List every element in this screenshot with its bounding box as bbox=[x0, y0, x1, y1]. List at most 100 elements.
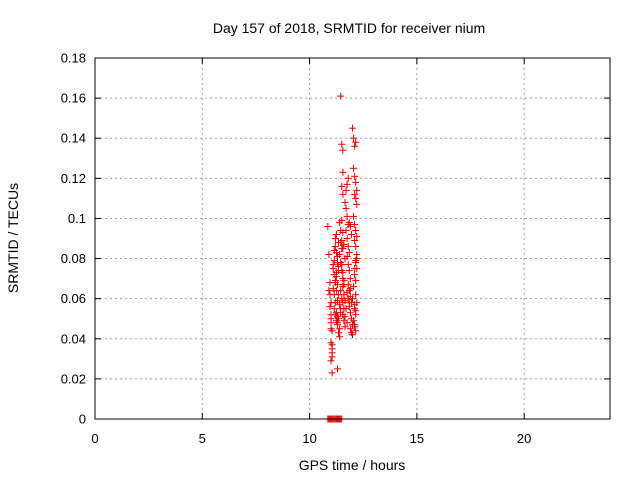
data-point bbox=[352, 327, 360, 335]
data-point bbox=[344, 281, 352, 289]
data-point bbox=[332, 273, 340, 281]
data-point bbox=[345, 218, 353, 226]
data-point bbox=[325, 287, 333, 295]
data-point bbox=[326, 303, 334, 311]
data-point bbox=[337, 239, 345, 247]
data-point bbox=[351, 237, 359, 245]
data-point bbox=[330, 305, 338, 313]
y-tick-label: 0.18 bbox=[61, 51, 86, 66]
data-point bbox=[337, 287, 345, 295]
data-point bbox=[351, 172, 359, 180]
data-point bbox=[344, 261, 352, 269]
data-point bbox=[352, 178, 360, 186]
data-point bbox=[336, 333, 344, 341]
data-point bbox=[338, 140, 346, 148]
data-point bbox=[338, 216, 346, 224]
data-point bbox=[338, 245, 346, 253]
data-point bbox=[350, 134, 358, 142]
grid-lines bbox=[95, 58, 610, 419]
data-point bbox=[336, 325, 344, 333]
data-point bbox=[342, 204, 350, 212]
chart-title: Day 157 of 2018, SRMTID for receiver niu… bbox=[213, 20, 485, 36]
data-point bbox=[325, 251, 333, 259]
y-tick-label: 0.06 bbox=[61, 291, 86, 306]
y-axis-ticks: 0 0.02 0.04 0.06 0.08 0.1 0.12 0.14 0.16 0.18 bbox=[61, 51, 610, 427]
y-tick-label: 0.14 bbox=[61, 131, 86, 146]
data-points bbox=[324, 92, 361, 423]
x-axis-ticks: 0 5 10 15 20 bbox=[91, 58, 531, 446]
data-point bbox=[328, 327, 336, 335]
data-point bbox=[353, 232, 361, 240]
y-axis-label: SRMTID / TECUs bbox=[5, 183, 21, 293]
data-point bbox=[343, 235, 351, 242]
data-point bbox=[328, 345, 336, 353]
data-point bbox=[344, 243, 352, 251]
data-point bbox=[350, 164, 358, 172]
data-point bbox=[342, 226, 350, 234]
data-point bbox=[349, 124, 356, 132]
x-tick-label: 20 bbox=[517, 431, 531, 446]
x-tick-label: 10 bbox=[302, 431, 316, 446]
data-point bbox=[352, 277, 360, 285]
data-point bbox=[352, 194, 360, 202]
y-tick-label: 0.1 bbox=[68, 211, 86, 226]
plot-frame bbox=[94, 57, 611, 420]
data-point bbox=[352, 307, 360, 315]
data-point bbox=[339, 269, 347, 277]
data-point bbox=[353, 255, 361, 263]
data-point bbox=[339, 283, 347, 291]
x-axis-label: GPS time / hours bbox=[299, 457, 406, 473]
data-point bbox=[343, 180, 351, 188]
data-point bbox=[338, 182, 346, 190]
data-point bbox=[351, 271, 359, 279]
data-point bbox=[344, 174, 352, 182]
data-point bbox=[345, 249, 353, 257]
data-point bbox=[327, 339, 335, 347]
data-point bbox=[328, 369, 336, 377]
data-point bbox=[351, 190, 359, 198]
y-tick-label: 0 bbox=[79, 412, 86, 427]
data-point bbox=[328, 353, 336, 361]
data-point bbox=[347, 230, 355, 238]
data-point bbox=[343, 289, 351, 297]
data-point bbox=[352, 259, 360, 267]
data-point bbox=[339, 190, 347, 198]
data-point bbox=[351, 301, 359, 309]
data-point bbox=[349, 295, 356, 303]
data-point bbox=[339, 146, 347, 154]
data-point bbox=[337, 92, 345, 100]
data-point bbox=[353, 200, 361, 208]
data-point bbox=[331, 299, 339, 307]
data-point bbox=[324, 222, 332, 230]
data-point bbox=[342, 305, 350, 313]
y-tick-label: 0.08 bbox=[61, 251, 86, 266]
data-point bbox=[341, 323, 349, 331]
x-tick-label: 5 bbox=[199, 431, 206, 446]
y-tick-label: 0.04 bbox=[61, 331, 86, 346]
data-point bbox=[352, 243, 360, 251]
data-point bbox=[327, 315, 335, 323]
data-point bbox=[329, 265, 337, 273]
data-point bbox=[341, 313, 349, 321]
data-point bbox=[350, 317, 358, 325]
data-point bbox=[333, 319, 341, 327]
data-point bbox=[346, 309, 354, 317]
data-point bbox=[339, 168, 347, 176]
y-tick-label: 0.16 bbox=[61, 91, 86, 106]
data-point bbox=[346, 275, 354, 283]
data-point bbox=[345, 299, 353, 307]
data-point bbox=[351, 220, 359, 228]
data-point bbox=[331, 243, 339, 251]
data-point bbox=[341, 198, 349, 206]
data-point bbox=[329, 285, 337, 293]
data-point bbox=[350, 212, 358, 220]
data-point bbox=[343, 212, 351, 220]
data-point bbox=[349, 331, 356, 339]
x-tick-label: 15 bbox=[410, 431, 424, 446]
data-point bbox=[332, 230, 340, 238]
data-point bbox=[343, 253, 351, 261]
data-point bbox=[345, 267, 353, 275]
x-tick-label: 0 bbox=[91, 431, 98, 446]
data-point bbox=[336, 251, 344, 259]
